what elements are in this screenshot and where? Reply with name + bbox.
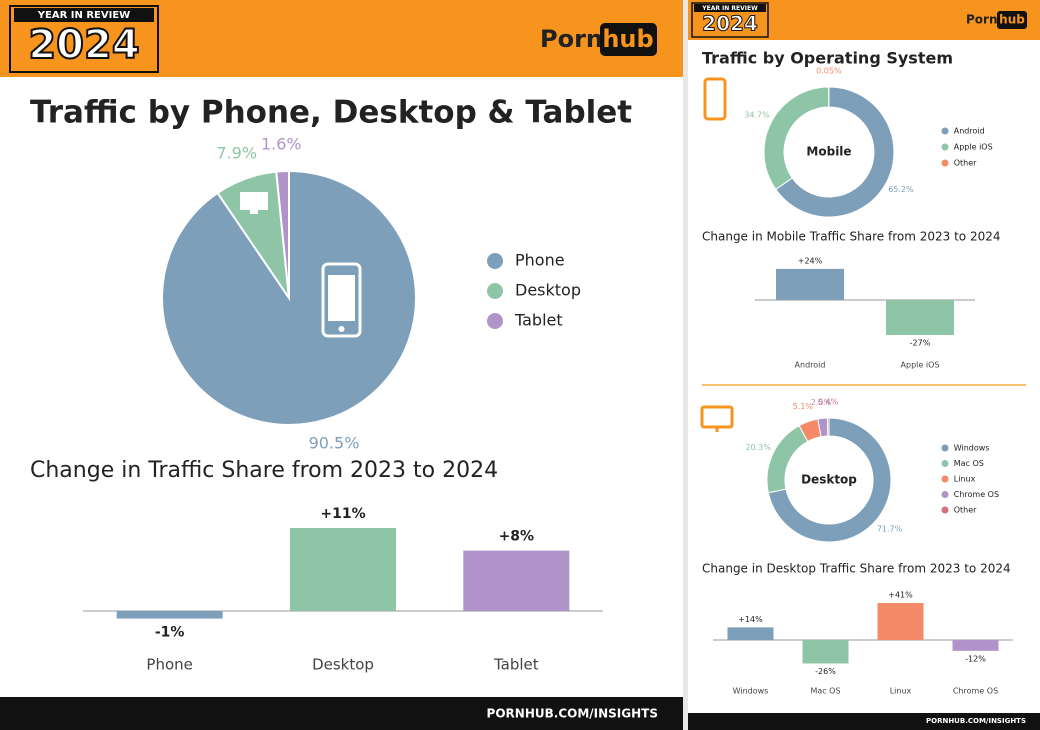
value-label: 1.6% bbox=[261, 135, 302, 154]
bar bbox=[802, 640, 849, 664]
value-label: 0.05% bbox=[816, 67, 842, 76]
value-label: -26% bbox=[815, 667, 836, 676]
badge-text: YEAR IN REVIEW bbox=[701, 5, 758, 12]
bar bbox=[776, 268, 844, 300]
value-label: 7.9% bbox=[216, 144, 257, 163]
category-label: Apple iOS bbox=[901, 361, 940, 370]
legend-swatch bbox=[487, 283, 503, 299]
legend-label: Chrome OS bbox=[954, 490, 999, 499]
legend-swatch bbox=[941, 460, 949, 467]
badge-strip bbox=[14, 8, 154, 22]
badge-frame bbox=[691, 2, 769, 38]
charts: Traffic by Phone, Desktop & Tablet 90.5% 7… bbox=[30, 49, 1013, 696]
desktop-os-icon bbox=[700, 405, 734, 432]
legend-label: Tablet bbox=[514, 311, 563, 330]
value-label: 90.5% bbox=[309, 434, 360, 453]
legend-swatch bbox=[941, 127, 949, 135]
bar bbox=[886, 300, 954, 335]
year: 2024 bbox=[28, 22, 139, 68]
legend-label: Phone bbox=[515, 251, 565, 270]
chart-title: Traffic by Phone, Desktop & Tablet bbox=[30, 95, 632, 131]
brand-b: hub bbox=[999, 13, 1025, 27]
legend-label: Desktop bbox=[515, 281, 581, 300]
legend-label: Other bbox=[954, 506, 977, 515]
footer-text: PORNHUB.COM/INSIGHTS bbox=[487, 707, 658, 721]
bar bbox=[877, 603, 924, 640]
bar bbox=[727, 627, 774, 640]
value-label: +24% bbox=[798, 256, 823, 265]
category-label: Android bbox=[795, 361, 826, 370]
value-label: 34.7% bbox=[744, 110, 770, 119]
badge-strip bbox=[694, 4, 766, 12]
legend-swatch bbox=[941, 491, 949, 498]
legend-swatch bbox=[941, 475, 949, 483]
bar bbox=[463, 550, 570, 611]
bar bbox=[290, 528, 396, 611]
brand-box bbox=[600, 23, 657, 56]
value-label: -27% bbox=[910, 339, 931, 348]
brand-a: Porn bbox=[966, 13, 998, 27]
category-label: Mac OS bbox=[810, 687, 840, 696]
legend-label: Linux bbox=[954, 475, 976, 484]
value-label: 20.3% bbox=[745, 443, 771, 452]
category-label: Windows bbox=[733, 687, 769, 696]
bar bbox=[116, 611, 223, 619]
chart-title: Change in Desktop Traffic Share from 202… bbox=[702, 562, 1011, 576]
mobile-icon bbox=[703, 77, 727, 121]
chart-title: Traffic by Operating System bbox=[702, 49, 953, 68]
center-label: Desktop bbox=[801, 473, 857, 487]
footer-text: PORNHUB.COM/INSIGHTS bbox=[926, 717, 1026, 725]
brand-box bbox=[997, 11, 1027, 29]
slice bbox=[767, 417, 892, 543]
slice bbox=[161, 169, 417, 426]
legend-swatch bbox=[487, 253, 503, 269]
brand-b: hub bbox=[602, 25, 653, 53]
value-label: +11% bbox=[320, 506, 365, 522]
value-label: 2.5% bbox=[811, 398, 832, 407]
legend-swatch bbox=[487, 313, 503, 329]
year: 2024 bbox=[702, 12, 758, 36]
legend-label: Apple iOS bbox=[954, 143, 993, 152]
legend-swatch bbox=[941, 143, 949, 151]
badge-text: YEAR IN REVIEW bbox=[37, 10, 130, 21]
legend-label: Mac OS bbox=[954, 459, 984, 468]
chart-title: Change in Traffic Share from 2023 to 202… bbox=[30, 458, 498, 483]
category-label: Phone bbox=[146, 656, 192, 674]
legend-label: Other bbox=[954, 159, 977, 168]
slice bbox=[826, 417, 830, 437]
legend-label: Windows bbox=[954, 444, 990, 453]
value-label: 5.1% bbox=[793, 402, 814, 411]
legend-swatch bbox=[941, 159, 949, 167]
legend-swatch bbox=[941, 444, 949, 452]
slice bbox=[275, 169, 290, 299]
bar bbox=[952, 640, 999, 651]
slice bbox=[775, 86, 895, 218]
value-label: 0.4% bbox=[818, 398, 839, 407]
brand-a: Porn bbox=[540, 25, 603, 53]
value-label: 71.7% bbox=[877, 525, 903, 534]
category-label: Tablet bbox=[493, 656, 539, 674]
value-label: +8% bbox=[499, 529, 535, 545]
legend-swatch bbox=[941, 506, 949, 514]
category-label: Desktop bbox=[312, 656, 374, 674]
value-label: +14% bbox=[738, 615, 763, 624]
chart-title: Change in Mobile Traffic Share from 2023… bbox=[702, 230, 1001, 244]
value-label: 65.2% bbox=[888, 185, 914, 194]
value-label: -1% bbox=[155, 625, 185, 641]
category-label: Linux bbox=[890, 687, 912, 696]
right-footer bbox=[688, 713, 1040, 730]
legend-label: Android bbox=[954, 127, 985, 136]
badge-frame bbox=[9, 5, 159, 73]
category-label: Chrome OS bbox=[953, 687, 998, 696]
center-label: Mobile bbox=[806, 145, 851, 159]
value-label: -12% bbox=[965, 654, 986, 663]
left-footer bbox=[0, 697, 683, 730]
phone-icon bbox=[321, 262, 362, 338]
value-label: +41% bbox=[888, 591, 913, 600]
desktop-icon bbox=[240, 192, 268, 214]
